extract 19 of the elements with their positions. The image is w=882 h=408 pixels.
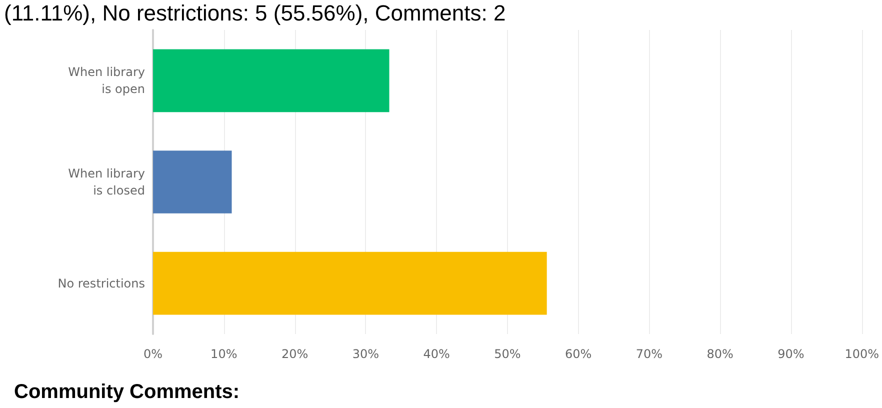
bar xyxy=(153,252,547,315)
x-tick-label: 40% xyxy=(423,347,450,361)
text: (11.11%), No restrictions: 5 (55.56%), Comments: 2 xyxy=(4,0,506,26)
x-tick-label: 10% xyxy=(210,347,238,361)
x-tick-label: 30% xyxy=(352,347,379,361)
y-tick-label: When library is open xyxy=(68,65,145,96)
y-tick-label: When library is closed xyxy=(68,166,145,198)
x-tick-label: 70% xyxy=(636,347,663,361)
x-tick-label: 60% xyxy=(564,347,592,361)
x-tick-label: 20% xyxy=(281,347,308,361)
x-tick-label: 90% xyxy=(778,347,804,361)
x-tick-label: 50% xyxy=(494,347,521,361)
text: Community Comments: xyxy=(14,381,240,403)
x-tick-label: 0% xyxy=(143,347,163,361)
y-tick-label: No restrictions xyxy=(58,276,145,290)
x-tick-label: 80% xyxy=(706,347,734,361)
bar xyxy=(153,49,390,112)
bar xyxy=(153,150,232,214)
x-tick-label: 100% xyxy=(844,347,880,361)
